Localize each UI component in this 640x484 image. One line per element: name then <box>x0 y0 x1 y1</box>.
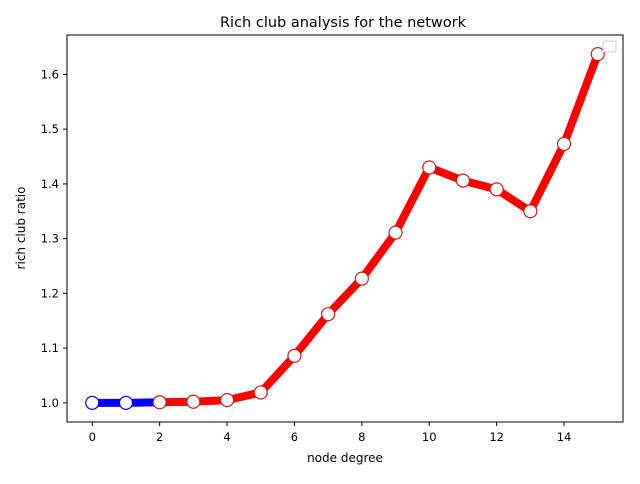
x-tick-label: 10 <box>422 430 437 444</box>
series-line-1 <box>159 52 602 407</box>
chart-title: Rich club analysis for the network <box>220 15 467 31</box>
data-point <box>85 395 100 410</box>
data-point <box>556 136 572 152</box>
y-tick-label: 1.5 <box>41 122 59 136</box>
data-point <box>523 204 538 219</box>
data-point <box>152 395 167 410</box>
x-tick-label: 8 <box>358 430 365 444</box>
plot-frame <box>66 34 624 423</box>
y-tick-label: 1.6 <box>41 67 59 81</box>
data-point <box>388 225 403 240</box>
data-point <box>590 47 605 62</box>
x-tick-label: 6 <box>291 430 298 444</box>
legend-box <box>602 40 617 53</box>
data-point <box>219 393 235 408</box>
x-tick-label: 4 <box>223 430 230 444</box>
y-tick-label: 1.2 <box>41 286 59 300</box>
x-tick-label: 2 <box>156 430 163 444</box>
x-tick-label: 14 <box>557 430 572 444</box>
data-point <box>455 173 471 188</box>
data-point <box>489 182 504 197</box>
series-lines <box>92 52 602 407</box>
data-point <box>287 348 302 363</box>
y-tick-label: 1.1 <box>41 341 59 355</box>
y-axis: 1.0 1.1 1.2 1.3 1.4 1.5 1.6 <box>41 67 67 410</box>
data-point <box>186 394 201 409</box>
data-point <box>321 307 336 322</box>
data-point <box>118 395 134 410</box>
y-axis-label: rich club ratio <box>14 187 28 270</box>
x-tick-label: 12 <box>489 430 504 444</box>
x-axis-label: node degree <box>307 451 383 465</box>
y-tick-label: 1.0 <box>41 396 59 410</box>
data-point <box>422 160 437 175</box>
x-tick-label: 0 <box>89 430 96 444</box>
data-point <box>354 271 369 286</box>
data-point <box>253 385 268 400</box>
y-tick-label: 1.3 <box>41 232 59 246</box>
y-tick-label: 1.4 <box>41 177 59 191</box>
series-markers <box>85 47 605 410</box>
x-axis: 0 2 4 6 8 10 12 14 <box>89 422 572 444</box>
